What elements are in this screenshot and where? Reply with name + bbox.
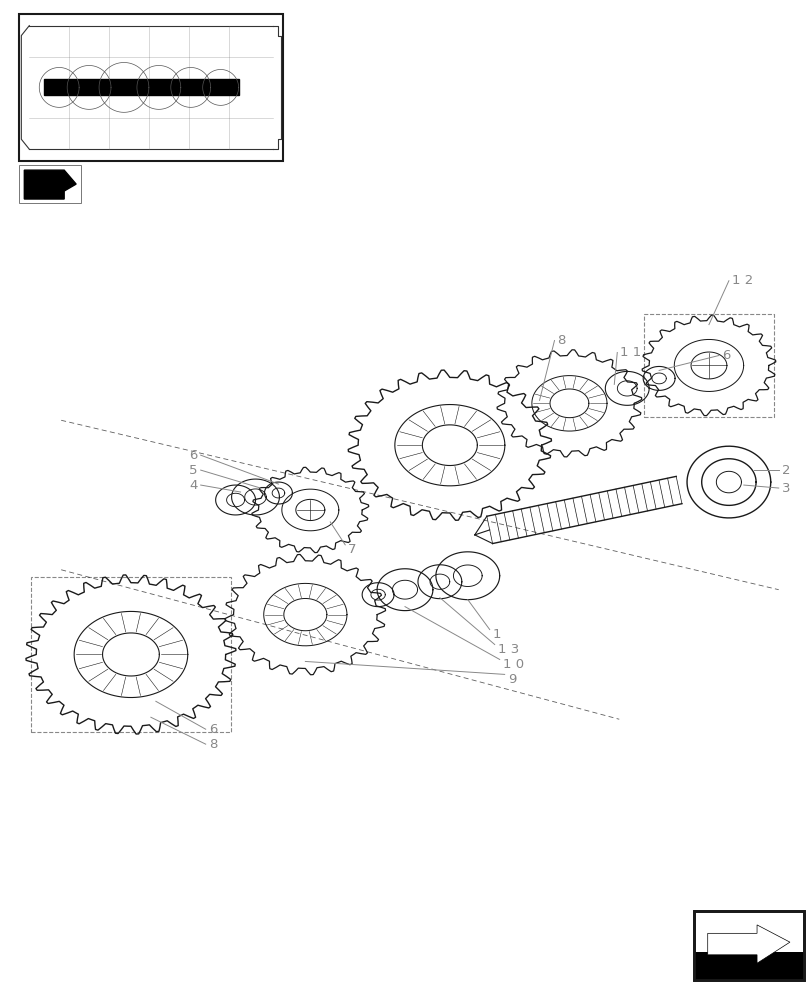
Text: 6: 6 [721, 349, 729, 362]
Bar [643, 314, 773, 417]
Text: 1 2: 1 2 [731, 274, 753, 287]
Text: 5: 5 [189, 464, 197, 477]
Bar [19, 14, 283, 161]
Text: 8: 8 [208, 738, 217, 751]
Text: 1 1: 1 1 [620, 346, 641, 359]
Text: 1 3: 1 3 [497, 643, 518, 656]
Text: 6: 6 [208, 723, 217, 736]
Bar [693, 911, 803, 980]
Text: 8: 8 [557, 334, 565, 347]
Text: 9: 9 [507, 673, 516, 686]
Bar [44, 79, 238, 95]
Text: 1: 1 [492, 628, 500, 641]
Bar [693, 952, 803, 980]
Text: 2: 2 [781, 464, 789, 477]
Bar [693, 911, 803, 980]
Text: 4: 4 [189, 479, 197, 492]
Polygon shape [707, 925, 789, 963]
Text: 7: 7 [348, 543, 356, 556]
Text: 1 0: 1 0 [502, 658, 523, 671]
Bar [19, 165, 81, 203]
Text: 3: 3 [781, 482, 789, 495]
Bar [32, 577, 230, 732]
Polygon shape [24, 170, 76, 199]
Text: 6: 6 [189, 449, 197, 462]
